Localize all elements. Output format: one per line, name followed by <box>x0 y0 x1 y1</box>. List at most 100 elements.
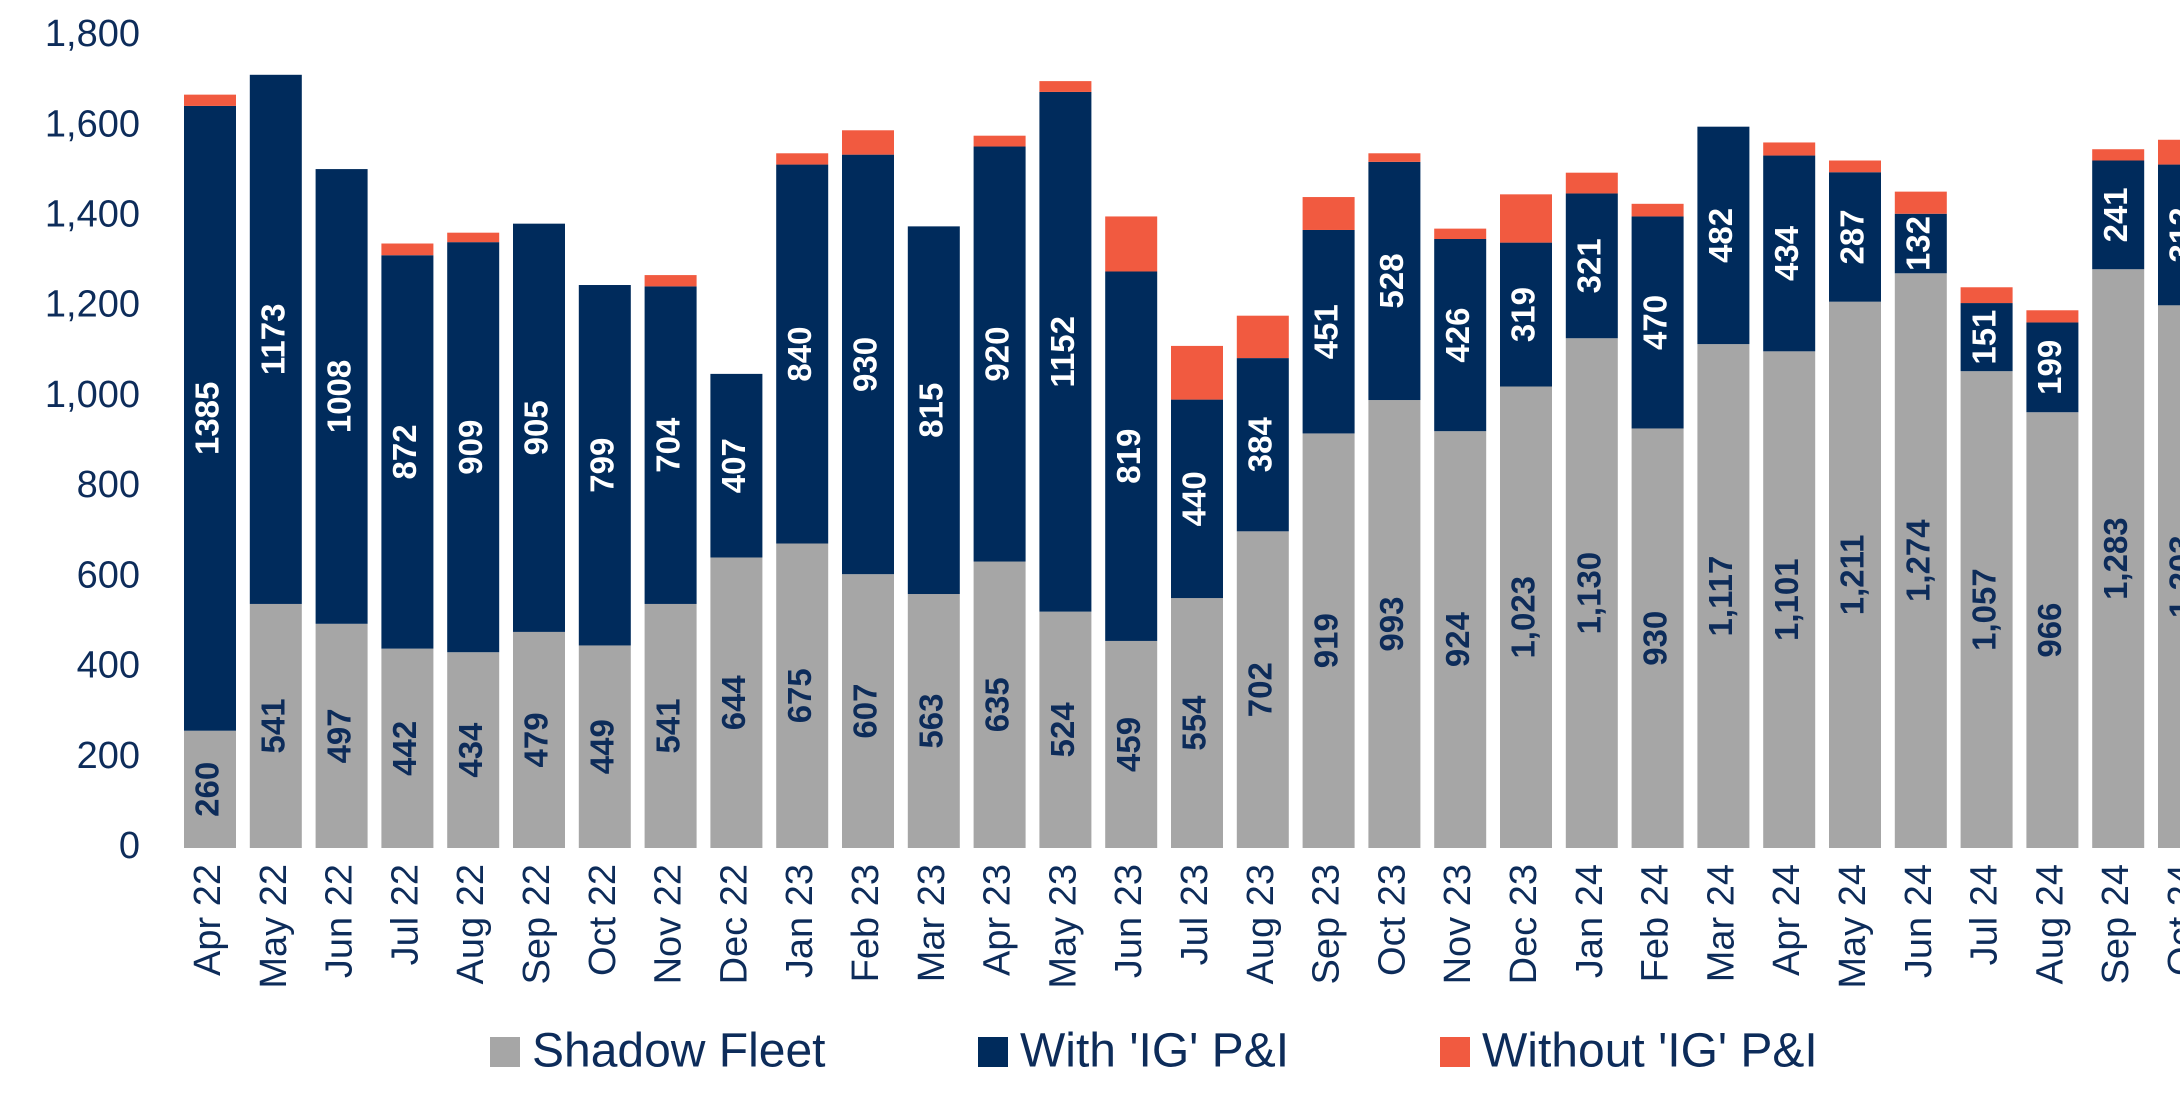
x-tick-label: Aug 22 <box>450 864 492 984</box>
bar-segment <box>2026 310 2079 323</box>
bar-segment <box>973 146 1026 562</box>
data-label: 287 <box>1834 209 1871 264</box>
bar-segment <box>381 243 434 256</box>
data-label: 819 <box>1110 429 1147 484</box>
x-tick-label: May 23 <box>1042 864 1084 989</box>
data-label: 1008 <box>320 360 357 433</box>
data-label: 541 <box>649 698 686 753</box>
bar-segment <box>249 603 302 848</box>
bar-segment <box>1171 345 1223 400</box>
legend-label: Without 'IG' P&I <box>1482 1025 1818 1078</box>
bar-segment <box>973 561 1026 848</box>
bar-segment <box>1829 301 1881 848</box>
bar-segment <box>1302 433 1355 848</box>
x-tick-label: Sep 24 <box>2095 864 2137 984</box>
data-label: 497 <box>320 708 357 763</box>
bar-segment <box>710 373 763 558</box>
bar-segment <box>1105 216 1158 272</box>
data-label: 319 <box>1505 287 1542 342</box>
x-tick-label: Oct 23 <box>1371 864 1413 976</box>
data-label: 702 <box>1242 662 1279 717</box>
data-label: 920 <box>978 327 1015 382</box>
bar-segment <box>381 255 434 649</box>
bar-segment <box>184 94 236 106</box>
y-tick-label: 1,000 <box>45 374 140 416</box>
bar-segment <box>447 652 500 848</box>
data-label: 449 <box>584 719 621 774</box>
bar-segment <box>907 226 960 595</box>
bar-segment <box>1434 228 1487 239</box>
bar-segment <box>776 164 829 544</box>
bar-segment <box>1236 315 1289 359</box>
bar-segment <box>2026 322 2079 413</box>
data-label: 872 <box>386 424 423 479</box>
bar-segment <box>1631 428 1684 848</box>
data-label: 799 <box>584 438 621 493</box>
data-label: 607 <box>847 684 884 739</box>
x-tick-label: Mar 24 <box>1700 864 1742 982</box>
bar-segment <box>973 135 1026 147</box>
x-tick-label: Apr 24 <box>1766 864 1808 976</box>
data-label: 1385 <box>189 382 226 455</box>
x-tick-label: Nov 22 <box>648 864 690 984</box>
legend-label: With 'IG' P&I <box>1020 1025 1289 1078</box>
bar-segment <box>2158 164 2180 306</box>
data-label: 440 <box>1176 471 1213 526</box>
bar-segment <box>1829 172 1881 302</box>
bar-segment <box>710 557 763 848</box>
data-label: 241 <box>2097 187 2134 242</box>
bar-segment <box>842 574 894 848</box>
data-label: 1,023 <box>1505 576 1542 659</box>
data-label: 1,211 <box>1834 534 1871 615</box>
bar-segment <box>644 603 697 848</box>
bar-segment <box>1565 172 1618 194</box>
bar-segment <box>1302 197 1355 230</box>
x-tick-label: Mar 23 <box>911 864 953 982</box>
data-label: 451 <box>1307 304 1344 359</box>
legend-label: Shadow Fleet <box>532 1025 826 1078</box>
data-label: 1,101 <box>1768 558 1805 641</box>
bar-segment <box>1894 191 1947 214</box>
y-tick-label: 1,600 <box>45 103 140 145</box>
bar-segment <box>1960 287 2013 304</box>
data-label: 524 <box>1044 702 1081 758</box>
x-tick-label: May 22 <box>253 864 295 989</box>
bar-segment <box>1105 640 1158 848</box>
bar-segment <box>1105 271 1158 641</box>
data-label: 479 <box>518 712 555 767</box>
y-tick-label: 1,800 <box>45 13 140 55</box>
data-label: 840 <box>781 327 818 382</box>
bar-segment <box>1236 531 1289 848</box>
x-tick-label: Aug 23 <box>1240 864 1282 984</box>
bar-segment <box>2158 139 2180 165</box>
data-label: 1,117 <box>1702 556 1739 637</box>
bar-segment <box>1500 194 1552 243</box>
bar-segment <box>1039 81 1092 92</box>
bar-segment <box>513 631 565 848</box>
y-tick-label: 800 <box>77 464 140 506</box>
data-label: 426 <box>1439 308 1476 363</box>
bar-segment <box>315 623 368 848</box>
bar-segment <box>1236 358 1289 532</box>
bar-segment <box>1631 203 1684 217</box>
bar-segment <box>1039 611 1092 848</box>
data-label: 554 <box>1176 695 1213 751</box>
data-label: 482 <box>1702 208 1739 263</box>
x-tick-label: Jul 23 <box>1174 864 1216 965</box>
bar-segment <box>907 594 960 848</box>
bar-segment <box>2158 305 2180 848</box>
bar-segment <box>1171 399 1223 599</box>
bar-segment <box>1763 351 1816 848</box>
data-label: 384 <box>1242 417 1279 473</box>
x-tick-label: Oct 22 <box>582 864 624 976</box>
x-tick-label: Dec 23 <box>1503 864 1545 984</box>
bar-segment <box>513 223 565 632</box>
data-label: 312 <box>2163 207 2180 262</box>
data-label: 930 <box>847 337 884 392</box>
bar-segment <box>1500 386 1552 848</box>
data-label: 434 <box>1768 225 1805 281</box>
bar-segment <box>1960 303 2013 372</box>
data-label: 924 <box>1439 611 1476 667</box>
bar-segment <box>578 285 631 646</box>
data-label: 635 <box>978 677 1015 732</box>
